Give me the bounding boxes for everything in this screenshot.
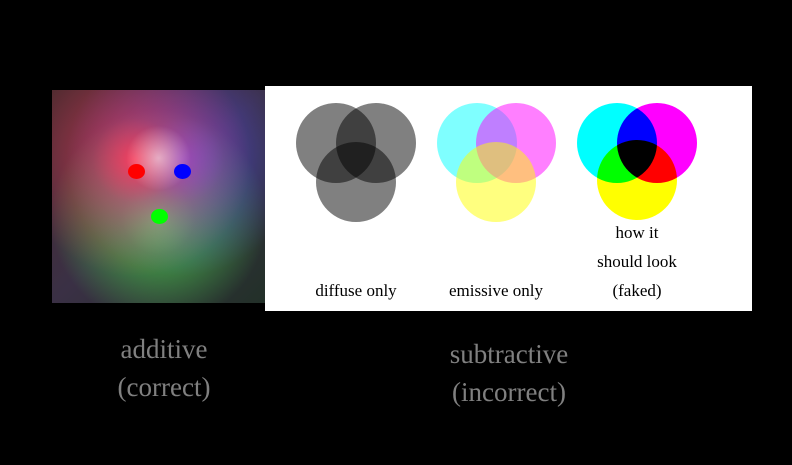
subtractive-caption-2: (incorrect) [452, 377, 566, 407]
diffuse-circle [316, 142, 396, 222]
green-light-dot [151, 209, 168, 224]
blue-light-dot [174, 164, 191, 179]
red-light-dot [128, 164, 145, 179]
emissive-venn [437, 103, 556, 222]
additive-caption-1: additive [120, 334, 208, 364]
yellow-circle [597, 140, 677, 220]
emissive-label: emissive only [449, 281, 543, 300]
faked-venn [577, 103, 697, 220]
diffuse-label: diffuse only [315, 281, 397, 300]
faked-label-1: how it [615, 223, 659, 242]
faked-label-3: (faked) [612, 281, 662, 300]
yellow-circle [456, 142, 536, 222]
venn-diagrams [296, 103, 697, 222]
faked-label-2: should look [597, 252, 677, 271]
subtractive-caption-1: subtractive [449, 339, 569, 369]
subtractive-panel: diffuse only emissive only how it should… [265, 86, 752, 311]
diffuse-venn [296, 103, 416, 222]
additive-render [52, 90, 265, 303]
additive-caption-2: (correct) [117, 372, 211, 402]
